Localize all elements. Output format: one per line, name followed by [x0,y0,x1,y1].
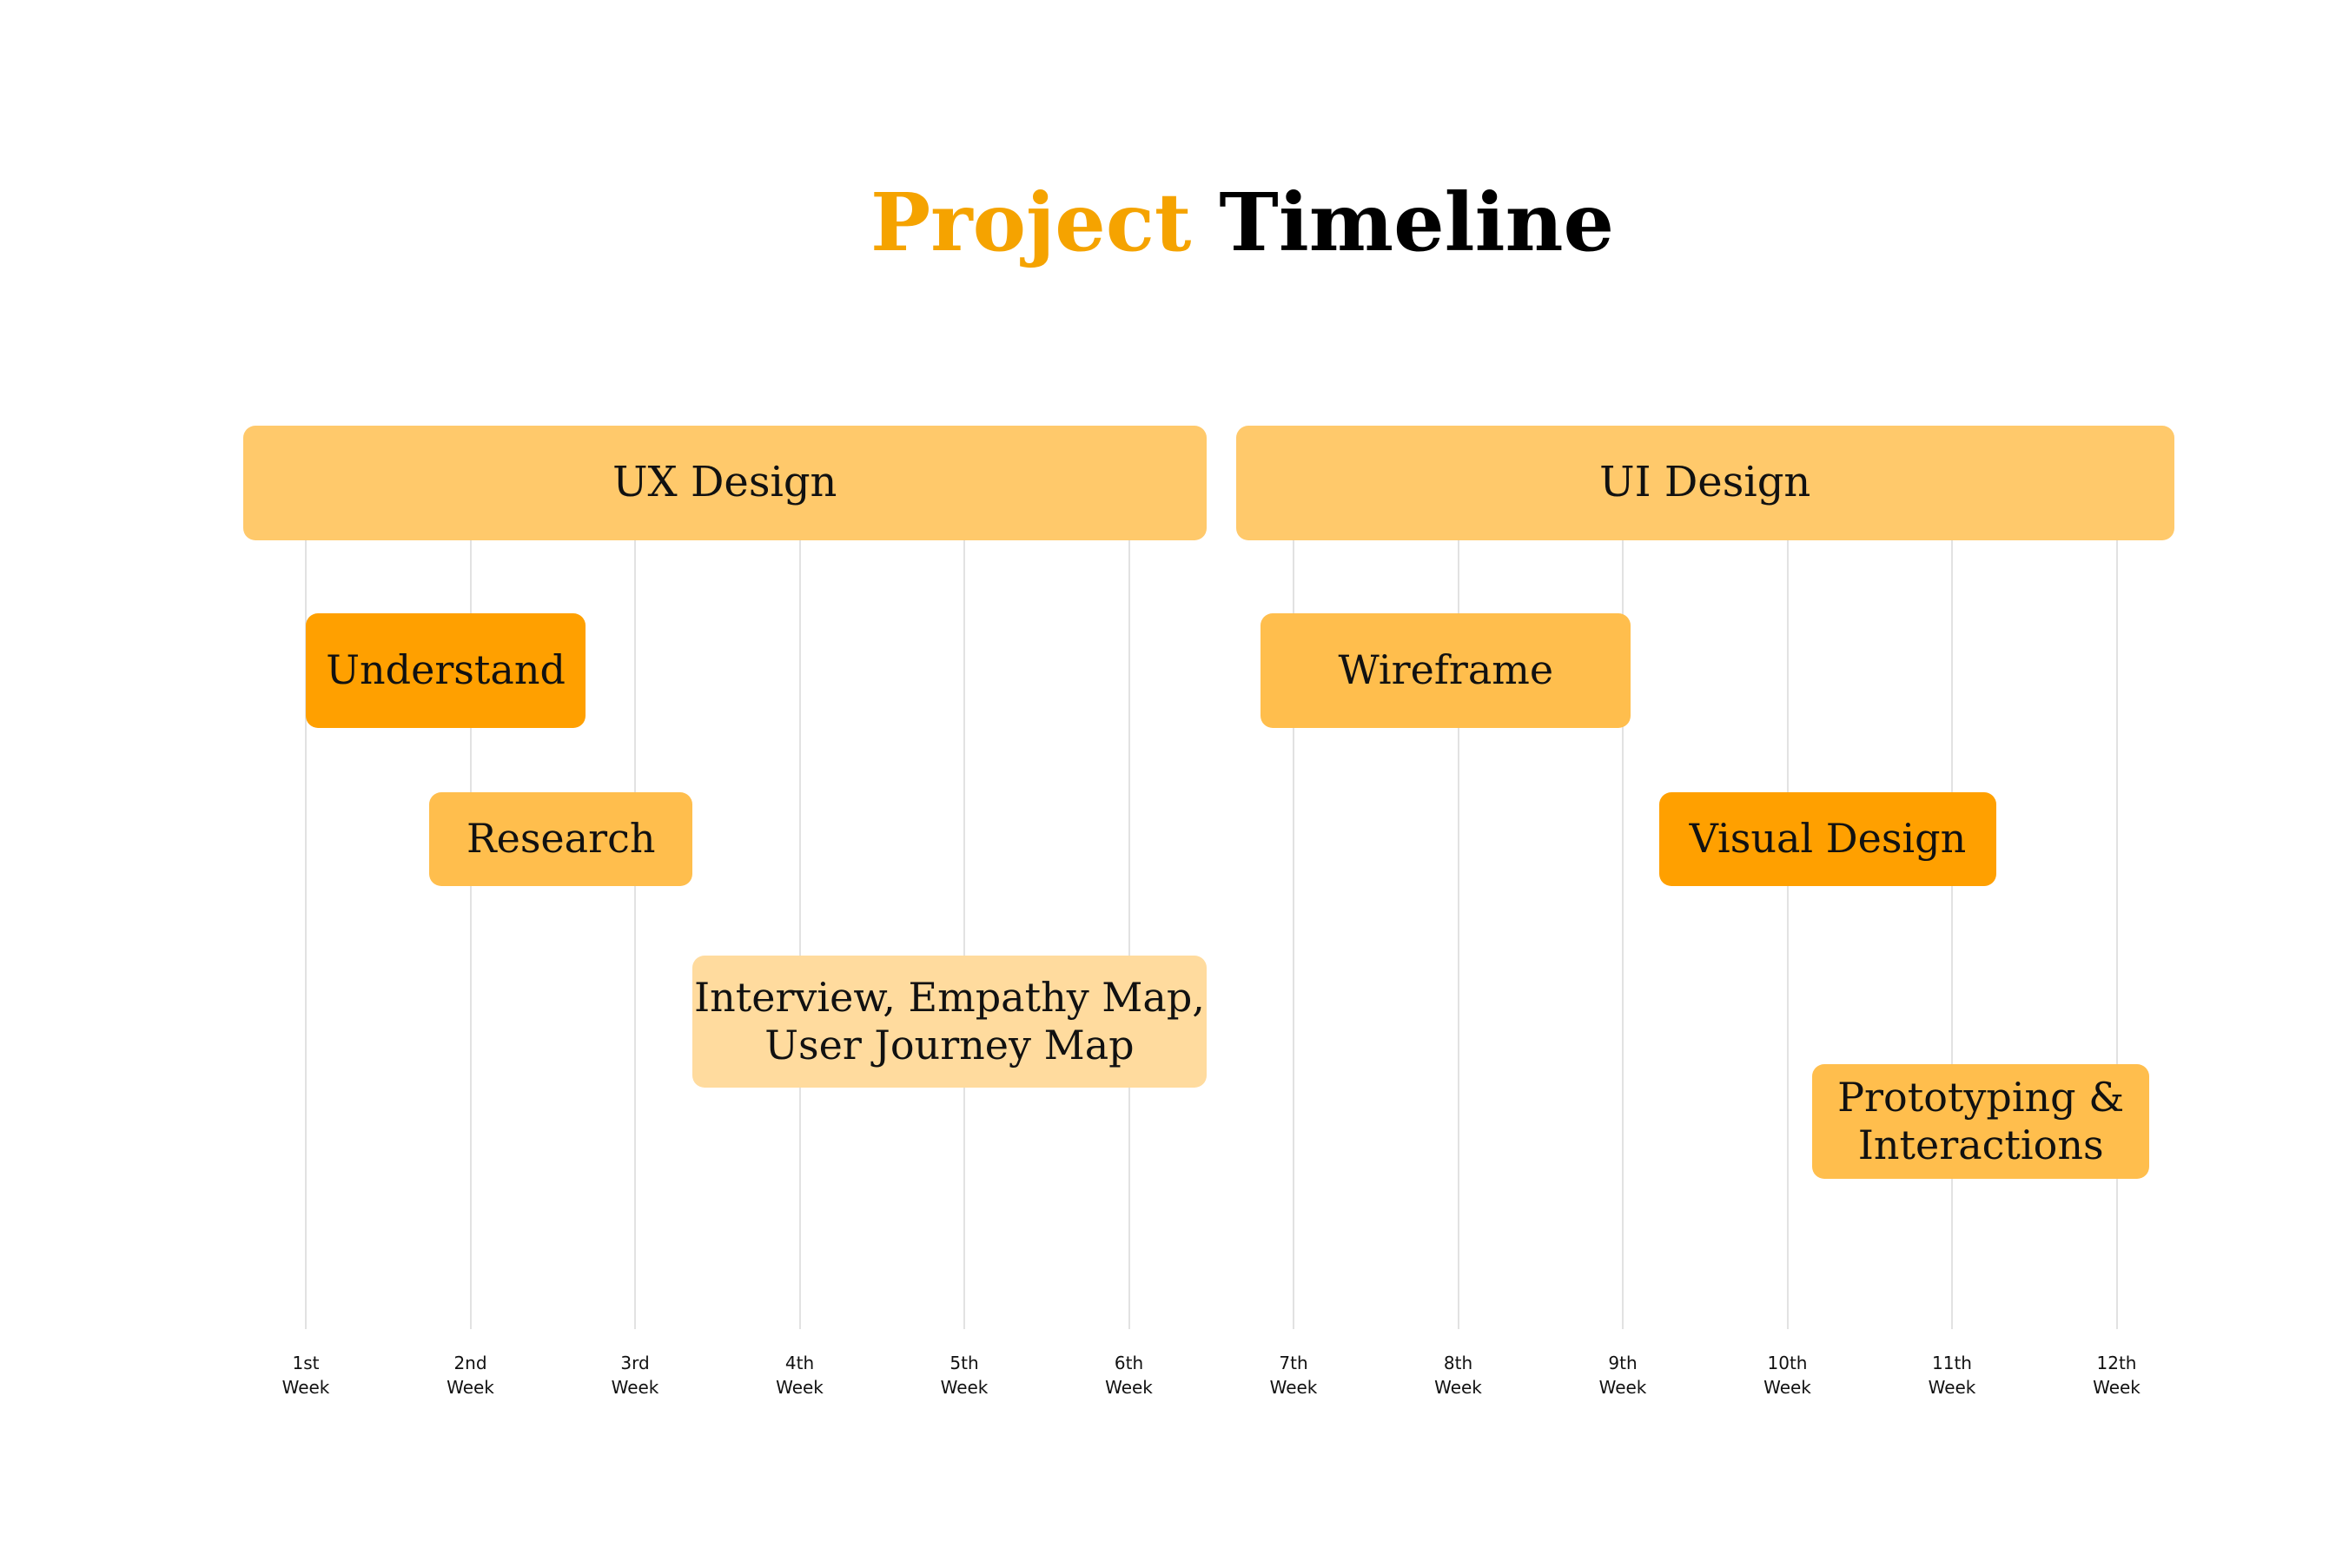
week-number: 6th [1114,1353,1144,1373]
gridline-week-9 [1622,521,1624,1329]
task-bar-interview-empathy-map-user-journey-map: Interview, Empathy Map, User Journey Map [692,956,1207,1088]
week-number: 4th [784,1353,815,1373]
task-bar-prototyping-interactions: Prototyping & Interactions [1811,1064,2150,1179]
week-unit: Week [1763,1377,1811,1398]
week-unit: Week [611,1377,659,1398]
title-accent: Project [870,175,1192,269]
week-tick-label: 2nd Week [401,1351,540,1399]
week-number: 8th [1443,1353,1473,1373]
task-bar-visual-design: Visual Design [1658,792,1997,886]
gridline-week-8 [1457,521,1459,1329]
week-number: 2nd [453,1353,487,1373]
week-number: 1st [292,1353,320,1373]
group-bar-ui-design: UI Design [1235,426,2174,540]
gridline-week-5 [963,521,965,1329]
week-tick-label: 9th Week [1553,1351,1692,1399]
week-number: 9th [1608,1353,1638,1373]
week-unit: Week [281,1377,330,1398]
week-tick-label: 1st Week [236,1351,375,1399]
week-unit: Week [940,1377,989,1398]
week-tick-label: 11th Week [1883,1351,2021,1399]
task-bar-research: Research [429,792,693,886]
week-number: 10th [1767,1353,1808,1373]
gridline-week-12 [2115,521,2118,1329]
gridline-week-4 [798,521,801,1329]
week-tick-label: 6th Week [1060,1351,1199,1399]
task-bar-wireframe: Wireframe [1261,613,1631,728]
week-unit: Week [447,1377,494,1398]
week-tick-label: 12th Week [2048,1351,2187,1399]
week-tick-label: 5th Week [895,1351,1034,1399]
week-number: 3rd [620,1353,650,1373]
gridline-week-1 [305,521,307,1329]
task-bar-understand: Understand [306,613,586,728]
week-tick-label: 8th Week [1389,1351,1528,1399]
week-number: 7th [1279,1353,1308,1373]
week-number: 11th [1932,1353,1972,1373]
gridline-week-3 [634,521,636,1329]
gridline-week-10 [1786,521,1789,1329]
week-number: 12th [2096,1353,2137,1373]
week-unit: Week [2093,1377,2141,1398]
week-unit: Week [1105,1377,1153,1398]
week-unit: Week [1269,1377,1318,1398]
group-bar-ux-design: UX Design [242,426,1207,540]
week-unit: Week [1434,1377,1482,1398]
gridline-week-11 [1951,521,1953,1329]
title-rest: Timeline [1219,175,1614,269]
week-unit: Week [776,1377,824,1398]
gridline-week-7 [1293,521,1294,1329]
week-tick-label: 3rd Week [566,1351,705,1399]
week-unit: Week [1928,1377,1976,1398]
week-number: 5th [950,1353,979,1373]
page-title: Project Timeline [0,170,2349,275]
week-tick-label: 7th Week [1224,1351,1363,1399]
gridline-week-6 [1128,521,1130,1329]
week-unit: Week [1598,1377,1647,1398]
week-tick-label: 4th Week [731,1351,870,1399]
gridline-week-2 [469,521,472,1329]
week-tick-label: 10th Week [1718,1351,1857,1399]
